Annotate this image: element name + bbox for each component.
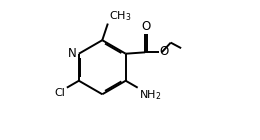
Text: CH$_3$: CH$_3$ <box>109 9 132 23</box>
Text: N: N <box>68 46 77 60</box>
Text: O: O <box>160 45 169 58</box>
Text: O: O <box>142 20 151 33</box>
Text: NH$_2$: NH$_2$ <box>139 88 162 102</box>
Text: Cl: Cl <box>55 88 66 98</box>
